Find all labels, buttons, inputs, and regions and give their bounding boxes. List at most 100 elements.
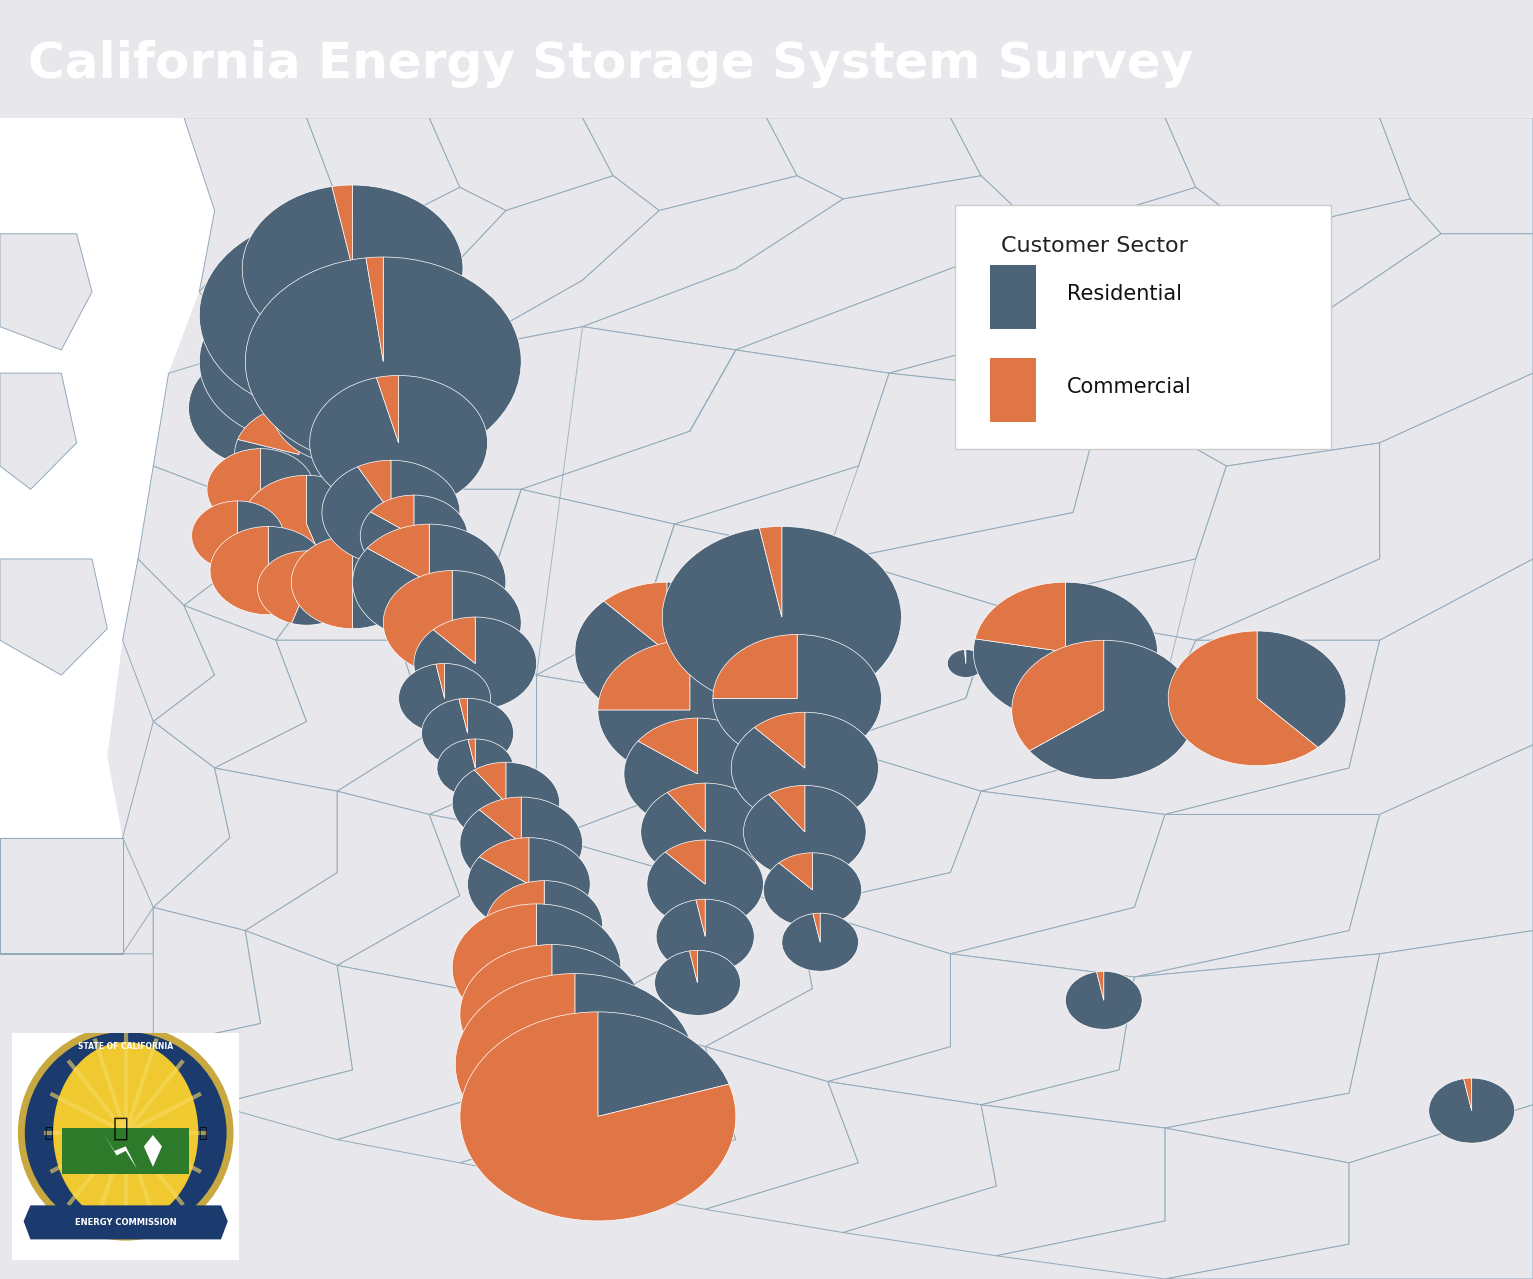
Wedge shape	[552, 944, 644, 1027]
Polygon shape	[1165, 1105, 1533, 1279]
Wedge shape	[353, 536, 414, 629]
Wedge shape	[480, 797, 521, 844]
Wedge shape	[656, 899, 754, 973]
Wedge shape	[207, 449, 311, 530]
Polygon shape	[1165, 118, 1410, 234]
Wedge shape	[371, 495, 414, 536]
Wedge shape	[1029, 641, 1196, 780]
Wedge shape	[947, 650, 984, 678]
Wedge shape	[544, 881, 602, 950]
Wedge shape	[662, 527, 901, 707]
Wedge shape	[422, 698, 514, 767]
Polygon shape	[1165, 559, 1533, 815]
Wedge shape	[238, 405, 299, 454]
Wedge shape	[199, 280, 414, 443]
Polygon shape	[736, 187, 1257, 373]
Wedge shape	[455, 973, 694, 1155]
Polygon shape	[1104, 234, 1533, 466]
Wedge shape	[667, 783, 705, 831]
Polygon shape	[103, 1133, 136, 1169]
FancyBboxPatch shape	[12, 1033, 239, 1260]
Wedge shape	[245, 257, 521, 466]
Text: STATE OF CALIFORNIA: STATE OF CALIFORNIA	[78, 1042, 173, 1051]
Polygon shape	[63, 1128, 189, 1174]
Text: ENERGY COMMISSION: ENERGY COMMISSION	[75, 1218, 176, 1227]
Polygon shape	[583, 118, 797, 211]
Polygon shape	[537, 524, 843, 698]
Wedge shape	[199, 216, 460, 414]
Wedge shape	[383, 570, 452, 673]
Wedge shape	[655, 950, 740, 1016]
Wedge shape	[575, 582, 759, 721]
Polygon shape	[138, 466, 245, 605]
Polygon shape	[0, 373, 77, 490]
Polygon shape	[675, 744, 981, 907]
Polygon shape	[153, 931, 353, 1105]
Wedge shape	[690, 950, 698, 982]
Polygon shape	[337, 815, 583, 989]
Wedge shape	[377, 376, 399, 443]
Wedge shape	[598, 641, 690, 710]
Wedge shape	[641, 783, 770, 881]
Wedge shape	[759, 527, 782, 616]
Text: Customer Sector: Customer Sector	[1001, 237, 1188, 256]
Wedge shape	[333, 185, 353, 269]
Wedge shape	[744, 785, 866, 879]
Wedge shape	[713, 634, 797, 698]
FancyBboxPatch shape	[990, 358, 1036, 422]
Polygon shape	[399, 490, 675, 675]
Wedge shape	[366, 257, 383, 362]
Wedge shape	[291, 536, 353, 629]
Wedge shape	[192, 501, 265, 570]
Wedge shape	[307, 476, 371, 570]
Polygon shape	[583, 872, 812, 1046]
Polygon shape	[429, 675, 675, 838]
Polygon shape	[552, 698, 828, 872]
Text: Residential: Residential	[1067, 284, 1182, 304]
Polygon shape	[429, 118, 613, 211]
Wedge shape	[291, 551, 356, 625]
Polygon shape	[144, 1134, 162, 1166]
Polygon shape	[797, 792, 1165, 954]
Wedge shape	[754, 712, 805, 767]
Wedge shape	[575, 973, 694, 1064]
Wedge shape	[460, 944, 642, 1083]
Polygon shape	[1380, 118, 1533, 234]
Polygon shape	[337, 641, 537, 815]
Wedge shape	[458, 698, 468, 733]
Wedge shape	[486, 881, 592, 969]
Polygon shape	[245, 792, 460, 966]
Polygon shape	[276, 490, 521, 641]
Wedge shape	[431, 570, 521, 675]
Polygon shape	[981, 954, 1380, 1128]
Circle shape	[21, 1028, 230, 1237]
Polygon shape	[215, 966, 491, 1140]
Wedge shape	[763, 853, 862, 927]
Polygon shape	[337, 326, 736, 490]
Polygon shape	[184, 118, 337, 292]
Wedge shape	[353, 524, 506, 641]
Polygon shape	[843, 1105, 1165, 1256]
Polygon shape	[337, 175, 659, 350]
Polygon shape	[675, 373, 1104, 559]
Polygon shape	[0, 559, 107, 675]
Wedge shape	[460, 797, 583, 890]
Polygon shape	[460, 838, 690, 1012]
Wedge shape	[281, 280, 307, 362]
Wedge shape	[360, 495, 468, 577]
Polygon shape	[337, 989, 613, 1163]
Polygon shape	[521, 350, 889, 524]
Polygon shape	[705, 1082, 996, 1233]
Polygon shape	[828, 954, 1134, 1105]
Polygon shape	[1165, 931, 1533, 1163]
Wedge shape	[357, 460, 391, 513]
Polygon shape	[0, 838, 123, 954]
Polygon shape	[950, 815, 1380, 977]
Polygon shape	[54, 1042, 198, 1224]
Polygon shape	[0, 907, 153, 954]
Polygon shape	[153, 350, 337, 490]
Polygon shape	[996, 443, 1380, 641]
Polygon shape	[199, 200, 368, 350]
Wedge shape	[973, 582, 1157, 721]
Polygon shape	[215, 350, 460, 490]
